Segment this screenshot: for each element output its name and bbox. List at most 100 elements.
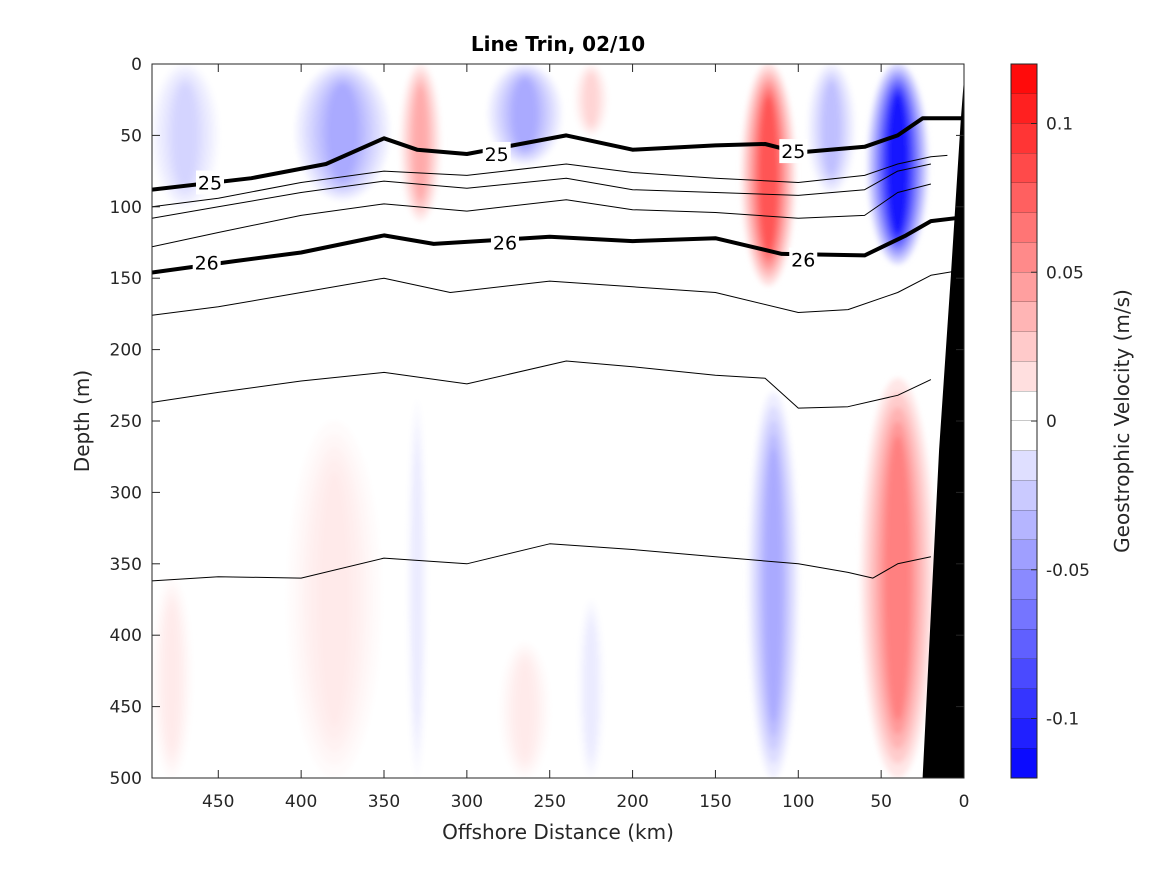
isopycnal-bold-line — [152, 216, 956, 275]
x-tick-label: 450 — [202, 792, 234, 812]
colorbar-segment — [1011, 153, 1037, 183]
x-axis: 450 400 350 300 250 200 150 100 50 0 — [202, 64, 969, 812]
y-tick-label: 250 — [110, 412, 142, 432]
y-tick-label: 150 — [110, 269, 142, 289]
x-tick-label: 200 — [616, 792, 648, 812]
colorbar-segment — [1011, 540, 1037, 570]
colorbar-label: Geostrophic Velocity (m/s) — [1110, 289, 1134, 553]
colorbar-segment — [1011, 212, 1037, 243]
isopycnal-line — [152, 183, 932, 248]
colorbar-segment — [1011, 450, 1037, 481]
contour-label-bg — [779, 139, 808, 164]
x-axis-label: Offshore Distance (km) — [442, 820, 674, 844]
x-tick-label: 350 — [368, 792, 400, 812]
colorbar-tick-label: 0.1 — [1046, 115, 1073, 135]
isopycnal-line — [152, 543, 932, 582]
isopycnal-line — [152, 270, 956, 316]
contour-label: 26 — [195, 252, 219, 274]
colorbar-segment — [1011, 480, 1037, 511]
colorbar-segment — [1011, 93, 1037, 124]
velocity-level — [317, 472, 351, 727]
x-tick-label: 100 — [782, 792, 814, 812]
y-axis-label: Depth (m) — [70, 370, 94, 472]
colorbar-segment — [1011, 64, 1037, 94]
density-contours — [152, 116, 964, 582]
contour-label: 26 — [493, 233, 517, 255]
y-tick-label: 350 — [110, 555, 142, 575]
colorbar-segment — [1011, 331, 1037, 362]
colorbar-segment — [1011, 183, 1037, 213]
y-tick-label: 200 — [110, 341, 142, 361]
colorbar-segment — [1011, 302, 1037, 332]
velocity-level — [585, 74, 598, 126]
colorbar-segment — [1011, 123, 1037, 154]
y-tick-label: 0 — [131, 55, 142, 75]
velocity-level — [515, 661, 534, 759]
colorbar-tick-label: -0.1 — [1046, 710, 1079, 730]
y-axis: 0 50 100 150 200 250 300 350 400 450 500 — [110, 55, 964, 789]
velocity-feature — [296, 64, 389, 200]
isopycnal-line — [152, 163, 932, 219]
colorbar-segment — [1011, 272, 1037, 302]
colorbar-segment — [1011, 510, 1037, 540]
colorbar-segment — [1011, 569, 1037, 600]
y-tick-label: 50 — [120, 126, 142, 146]
x-tick-label: 0 — [959, 792, 970, 812]
contour-label-bg — [482, 141, 511, 166]
x-tick-label: 400 — [285, 792, 317, 812]
contour-label: 26 — [791, 250, 815, 272]
y-tick-label: 300 — [110, 483, 142, 503]
velocity-feature — [287, 421, 381, 778]
colorbar-segment — [1011, 391, 1037, 421]
velocity-feature — [861, 378, 935, 778]
y-tick-label: 400 — [110, 626, 142, 646]
y-tick-label: 450 — [110, 698, 142, 718]
velocity-feature — [741, 64, 795, 286]
x-tick-label: 300 — [451, 792, 483, 812]
colorbar-tick-label: -0.05 — [1046, 561, 1090, 581]
velocity-level — [413, 86, 428, 199]
velocity-level — [173, 84, 198, 187]
velocity-level — [823, 82, 840, 175]
contour-labels: 25 25 25 26 26 26 — [192, 139, 818, 275]
y-tick-label: 500 — [110, 769, 142, 789]
velocity-level — [325, 83, 360, 181]
velocity-feature — [748, 392, 799, 778]
velocity-level — [764, 447, 783, 723]
plot-area: 25 25 25 26 26 26 — [151, 63, 965, 779]
velocity-feature — [152, 578, 192, 778]
velocity-level — [511, 78, 538, 150]
colorbar-segment — [1011, 599, 1037, 630]
colorbar-segment — [1011, 688, 1037, 719]
velocity-level — [586, 625, 596, 753]
colorbar-tick-label: 0.05 — [1046, 263, 1084, 283]
velocity-feature — [499, 642, 550, 778]
contour-label: 25 — [198, 173, 222, 195]
bottom-topography — [922, 78, 964, 778]
chart-title: Line Trin, 02/10 — [471, 32, 645, 56]
contour-label-bg — [192, 250, 221, 275]
colorbar-segment — [1011, 718, 1037, 749]
seafloor-shape — [922, 78, 964, 778]
x-tick-label: 150 — [699, 792, 731, 812]
contour-label-bg — [196, 170, 224, 195]
contour-label-bg — [789, 247, 818, 272]
velocity-feature — [407, 399, 428, 778]
y-tick-label: 100 — [110, 198, 142, 218]
velocity-feature — [574, 64, 608, 136]
colorbar-segment — [1011, 629, 1037, 659]
isopycnal-line — [152, 154, 948, 208]
velocity-feature — [808, 64, 855, 193]
colorbar-tick-label: 0 — [1046, 412, 1057, 432]
contour-label: 25 — [781, 141, 805, 163]
isopycnal-bold-line — [152, 116, 964, 192]
x-tick-label: 50 — [870, 792, 892, 812]
colorbar-segment — [1011, 361, 1037, 392]
velocity-level — [413, 454, 421, 724]
velocity-feature — [577, 599, 605, 778]
x-tick-label: 250 — [533, 792, 565, 812]
velocity-feature — [400, 64, 441, 222]
contour-label: 25 — [485, 144, 509, 166]
isopycnal-line — [152, 360, 932, 409]
